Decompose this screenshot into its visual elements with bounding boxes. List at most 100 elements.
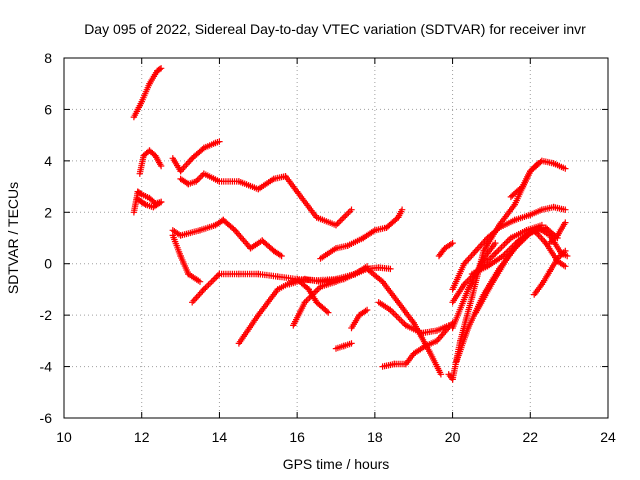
data-point bbox=[496, 245, 504, 252]
data-point bbox=[211, 275, 218, 282]
series-s2 bbox=[130, 188, 165, 216]
series-s29 bbox=[507, 160, 542, 201]
data-point bbox=[216, 138, 223, 145]
data-point bbox=[346, 208, 354, 215]
data-point bbox=[157, 162, 165, 170]
data-point bbox=[468, 252, 475, 259]
series-s6 bbox=[177, 170, 355, 229]
data-point bbox=[466, 254, 474, 261]
data-point bbox=[156, 65, 163, 73]
data-point bbox=[141, 200, 148, 207]
x-tick-label: 10 bbox=[56, 429, 72, 445]
data-point bbox=[137, 190, 144, 197]
series-s13 bbox=[317, 206, 406, 262]
data-point bbox=[199, 287, 206, 295]
data-point bbox=[391, 311, 399, 318]
data-point bbox=[462, 279, 469, 286]
data-point bbox=[203, 283, 211, 290]
data-point bbox=[199, 146, 206, 153]
series-s27 bbox=[546, 219, 569, 247]
series-s5 bbox=[169, 138, 223, 175]
data-point bbox=[437, 371, 445, 378]
data-point bbox=[323, 308, 330, 315]
data-point bbox=[184, 159, 192, 167]
data-point bbox=[363, 306, 371, 314]
data-point bbox=[181, 163, 189, 170]
data-point bbox=[197, 173, 204, 180]
data-point bbox=[314, 286, 321, 294]
series-s7 bbox=[169, 216, 285, 260]
data-point bbox=[398, 317, 405, 324]
data-point bbox=[189, 299, 196, 306]
x-tick-label: 16 bbox=[289, 429, 305, 445]
series-s26 bbox=[531, 247, 569, 298]
x-tick-label: 18 bbox=[367, 429, 383, 445]
x-tick-label: 24 bbox=[600, 429, 616, 445]
data-point bbox=[539, 236, 547, 244]
plot-frame bbox=[63, 57, 609, 419]
data-point bbox=[494, 225, 501, 233]
data-point bbox=[325, 309, 332, 316]
series-s14 bbox=[332, 340, 355, 352]
data-point bbox=[196, 278, 204, 285]
series-s18 bbox=[375, 299, 452, 337]
data-point bbox=[157, 198, 165, 206]
data-point bbox=[499, 242, 507, 249]
data-point bbox=[210, 277, 217, 284]
series-s21 bbox=[449, 203, 569, 293]
y-tick-label: 0 bbox=[44, 256, 52, 272]
data-point bbox=[477, 242, 484, 250]
y-tick-label: -4 bbox=[40, 359, 53, 375]
data-point bbox=[465, 255, 472, 263]
data-point bbox=[527, 167, 534, 175]
data-point bbox=[194, 292, 202, 300]
data-point bbox=[190, 297, 197, 304]
data-point bbox=[186, 158, 193, 165]
data-point bbox=[501, 241, 508, 248]
data-point bbox=[548, 238, 555, 245]
y-tick-label: 8 bbox=[44, 50, 52, 66]
data-point bbox=[196, 175, 203, 182]
y-tick-label: 2 bbox=[44, 204, 52, 220]
data-point bbox=[377, 277, 385, 284]
data-point bbox=[499, 252, 507, 260]
series-s8 bbox=[169, 232, 204, 285]
data-point bbox=[390, 309, 397, 317]
y-axis-label: SDTVAR / TECUs bbox=[5, 182, 21, 294]
data-point bbox=[396, 316, 403, 323]
chart-title: Day 095 of 2022, Sidereal Day-to-day VTE… bbox=[84, 21, 586, 37]
data-point bbox=[493, 248, 501, 256]
data-point bbox=[202, 284, 209, 292]
data-point bbox=[340, 214, 347, 221]
data-point bbox=[278, 252, 285, 260]
data-point bbox=[342, 212, 349, 220]
data-point bbox=[337, 217, 344, 224]
data-point bbox=[490, 251, 497, 259]
data-point bbox=[193, 294, 200, 301]
data-point bbox=[562, 219, 569, 226]
data-point bbox=[157, 65, 165, 72]
y-tick-label: -6 bbox=[40, 410, 53, 426]
x-tick-label: 14 bbox=[212, 429, 228, 445]
series-s17 bbox=[379, 319, 456, 370]
data-point bbox=[562, 263, 569, 270]
data-point bbox=[562, 165, 569, 172]
data-point bbox=[463, 257, 471, 264]
data-point bbox=[551, 235, 558, 242]
series-s15 bbox=[348, 306, 371, 332]
data-point bbox=[191, 295, 199, 303]
data-point bbox=[472, 247, 480, 255]
data-point bbox=[534, 160, 542, 167]
data-points bbox=[130, 65, 571, 383]
data-point bbox=[492, 250, 499, 257]
data-point bbox=[187, 156, 194, 164]
data-point bbox=[562, 206, 569, 213]
data-point bbox=[339, 215, 346, 223]
data-point bbox=[214, 272, 222, 279]
data-point bbox=[183, 161, 190, 168]
data-point bbox=[206, 280, 214, 287]
data-point bbox=[504, 237, 511, 245]
series-s4 bbox=[136, 147, 165, 177]
series-s25 bbox=[472, 224, 571, 316]
